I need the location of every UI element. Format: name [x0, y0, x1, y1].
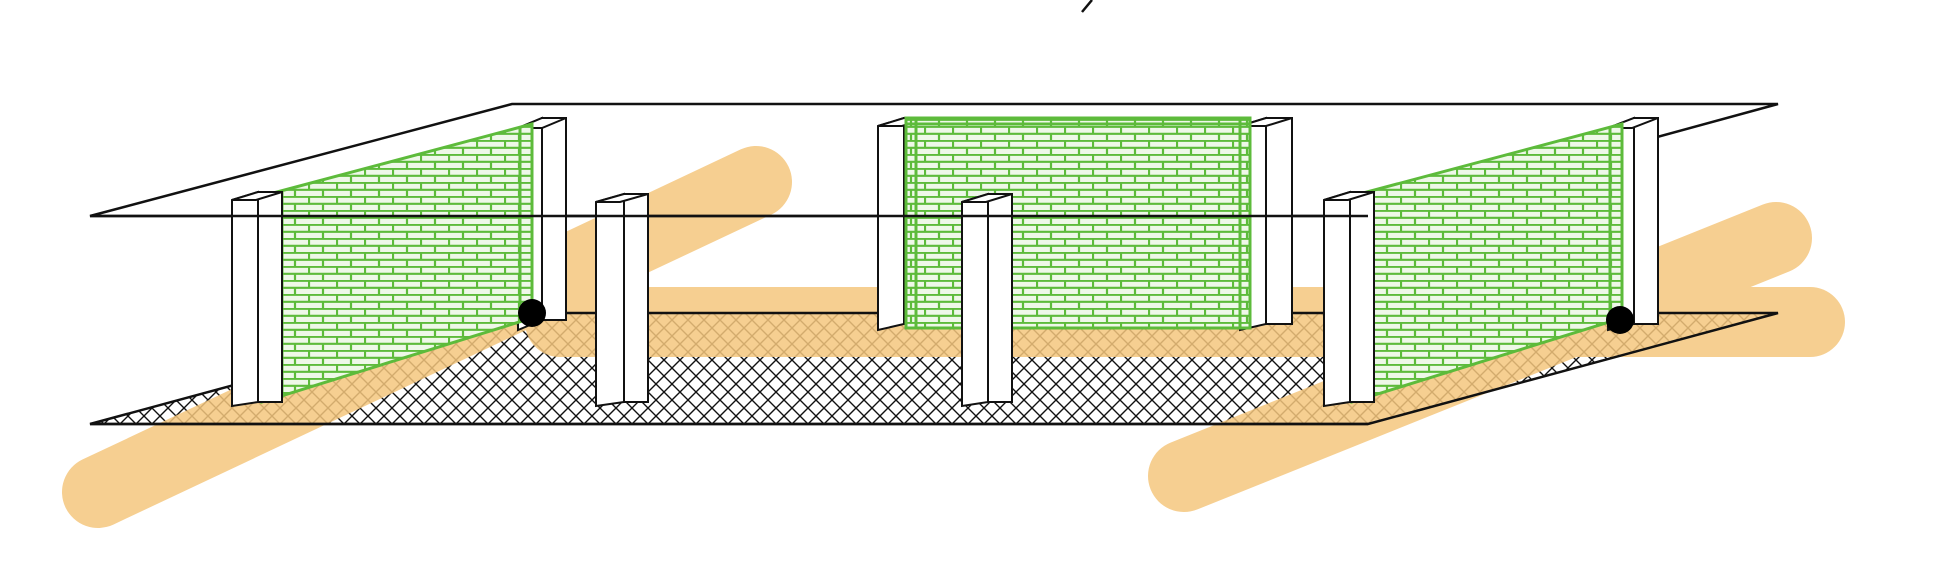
column-front-left [231, 190, 283, 408]
column-front-right [1323, 190, 1375, 408]
brick-wall-center [904, 116, 1252, 330]
column-middle-left [595, 192, 649, 408]
anchor-point-left [518, 299, 546, 327]
anchor-point-right [1606, 306, 1634, 334]
column-center-front [961, 192, 1013, 408]
top-mark [1081, 0, 1093, 13]
